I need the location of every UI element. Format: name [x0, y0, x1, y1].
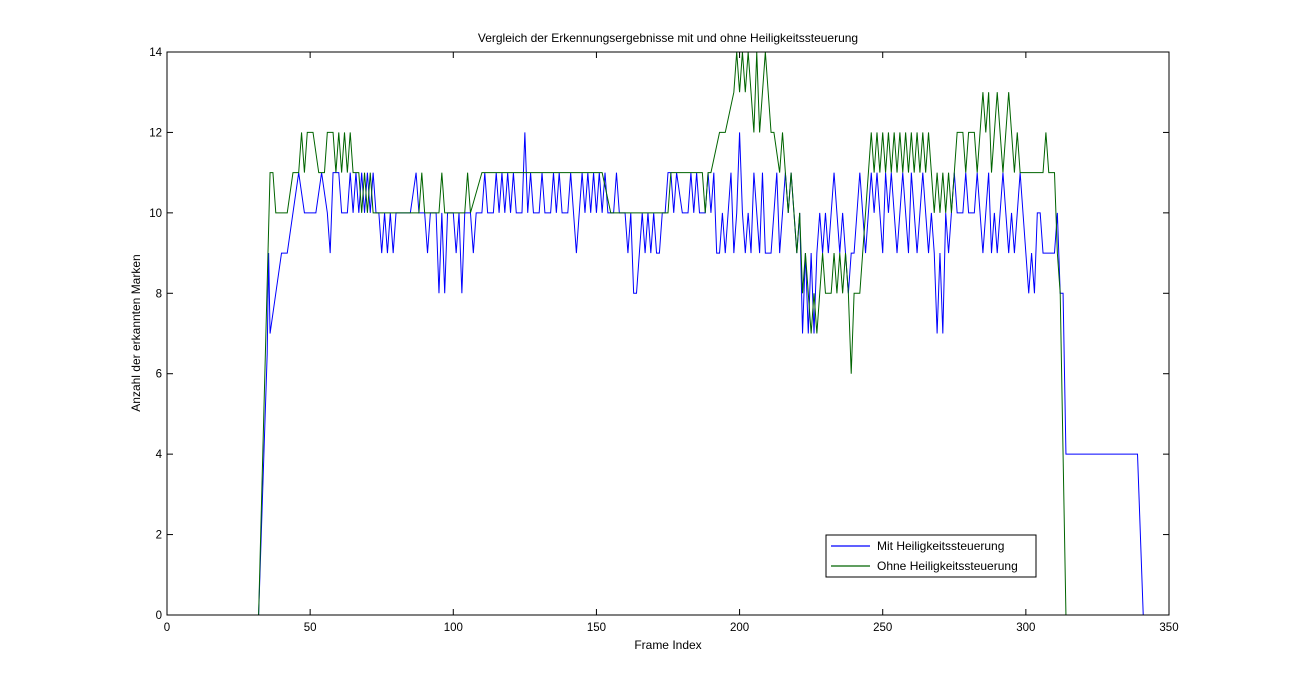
y-tick-label: 2: [156, 530, 162, 542]
y-tick-label: 4: [156, 449, 163, 461]
axes-box: [166, 51, 1170, 616]
series-line-ohne: [258, 51, 1067, 616]
y-tick-label: 14: [149, 47, 162, 59]
y-tick-label: 12: [149, 127, 162, 139]
series-layer: [258, 51, 1144, 616]
x-tick-label: 200: [730, 622, 749, 634]
x-tick-label: 0: [164, 622, 170, 634]
plot-area: [167, 52, 1169, 615]
x-tick-label: 100: [444, 622, 463, 634]
x-tick-label: 300: [1016, 622, 1035, 634]
legend-label-mit: Mit Heiligkeitssteuerung: [877, 539, 1004, 553]
y-tick-label: 10: [149, 208, 162, 220]
y-tick-label: 8: [156, 288, 162, 300]
y-axis-label: Anzahl der erkannten Marken: [129, 254, 143, 411]
y-tick-label: 6: [156, 369, 162, 381]
x-tick-label: 50: [304, 622, 317, 634]
legend-label-ohne: Ohne Heiligkeitssteuerung: [877, 559, 1018, 573]
ticks-layer: 0 50 100 150 200 250 300 350 0 2 4 6 8 10 12 14: [149, 47, 1178, 634]
x-tick-label: 250: [873, 622, 892, 634]
y-tick-label: 0: [156, 610, 162, 622]
x-axis-label: Frame Index: [634, 638, 701, 652]
legend: Mit Heiligkeitssteuerung Ohne Heiligkeit…: [825, 534, 1037, 578]
series-line-mit: [258, 132, 1144, 616]
legend-box: [825, 534, 1037, 578]
chart-title: Vergleich der Erkennungsergebnisse mit u…: [478, 31, 858, 45]
x-tick-label: 150: [587, 622, 606, 634]
x-tick-label: 350: [1159, 622, 1178, 634]
